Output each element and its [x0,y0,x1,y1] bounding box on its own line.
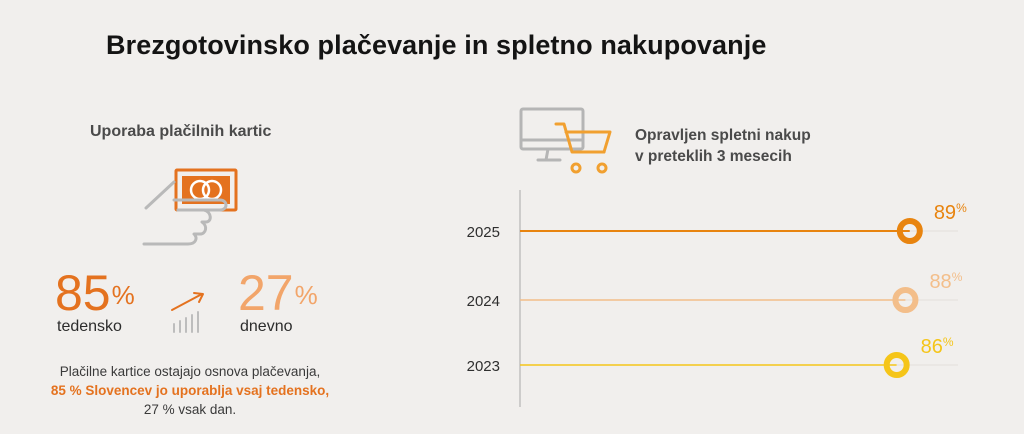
year-label-2023: 2023 [467,358,500,375]
description-highlight: 85 % Slovencev jo uporablja vsaj tedensk… [50,383,330,398]
page-title: Brezgotovinsko plačevanje in spletno nak… [106,30,767,60]
lollipop-dot-2025 [896,218,923,244]
heading-line-2: v preteklih 3 mesecih [635,148,792,165]
growth-trend-icon [171,292,204,333]
value-label-2025: 89% [934,201,967,224]
weekly-value: 85 [55,265,111,321]
weekly-unit: % [111,280,135,310]
daily-value: 27 [238,265,294,321]
lollipop-dot-2024 [892,287,919,313]
daily-label: dnevno [240,318,293,335]
online-shopping-chart: 2025 89% 2024 88% 2023 86% [467,190,967,407]
year-label-2024: 2024 [467,293,500,310]
weekly-label: tedensko [57,318,122,335]
card-usage-description: Plačilne kartice ostajajo osnova plačeva… [22,362,358,419]
description-line-1: Plačilne kartice ostajajo osnova plačeva… [59,364,321,379]
description-line-3: 27 % vsak dan. [143,402,237,417]
daily-unit: % [294,280,318,310]
card-in-hand-icon [142,168,238,246]
weekly-percentage: 85% [55,268,135,318]
year-label-2025: 2025 [467,224,500,241]
card-usage-heading: Uporaba plačilnih kartic [90,123,272,140]
value-label-2024: 88% [929,270,962,293]
lollipop-dot-2023 [883,352,910,378]
monitor-cart-icon [519,107,612,174]
daily-percentage: 27% [238,268,318,318]
online-shopping-heading: Opravljen spletni nakup v preteklih 3 me… [635,125,875,167]
heading-line-1: Opravljen spletni nakup [635,127,811,144]
value-label-2023: 86% [921,335,954,358]
